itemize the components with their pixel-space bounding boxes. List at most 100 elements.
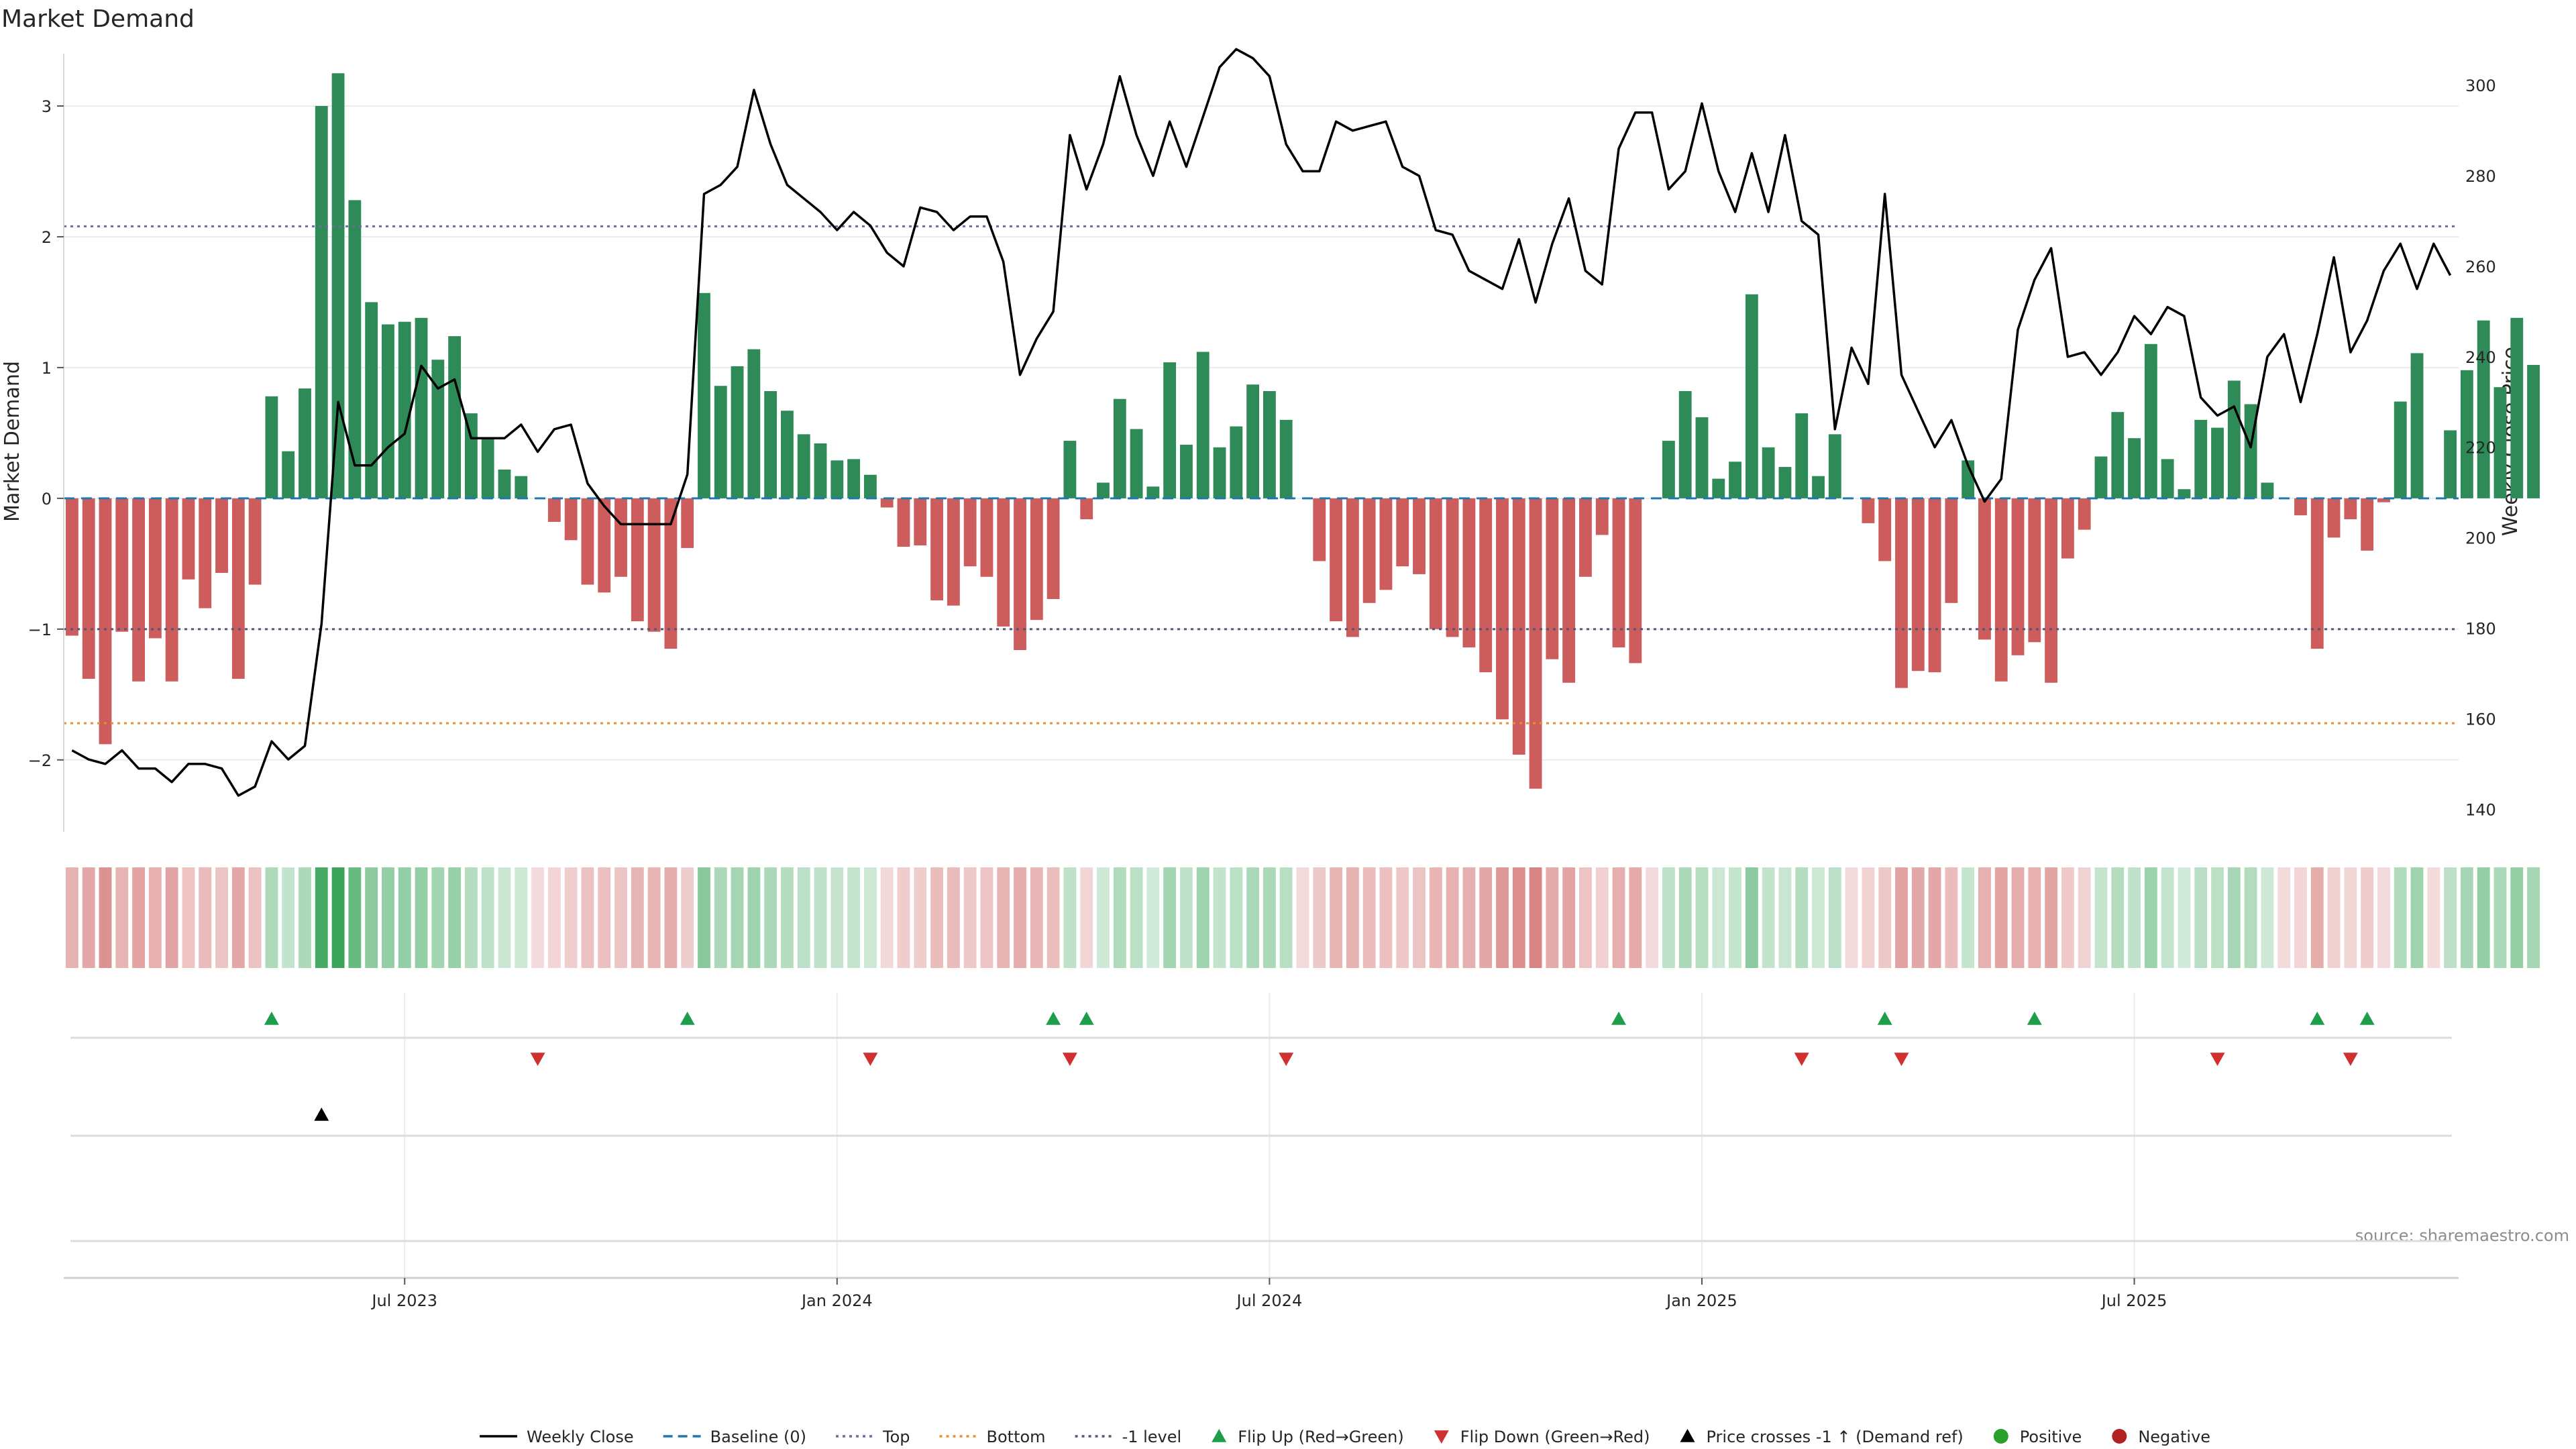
heat-cell <box>1180 867 1193 968</box>
demand-bar-positive <box>1163 362 1177 498</box>
heat-cell <box>165 867 178 968</box>
demand-bar-negative <box>1945 498 1958 603</box>
demand-bar-negative <box>1446 498 1459 637</box>
heat-cell <box>2144 867 2157 968</box>
y-left-tick-label: 3 <box>42 97 52 116</box>
legend-label: Weekly Close <box>527 1428 634 1446</box>
demand-bar-negative <box>1595 498 1609 535</box>
demand-bar-negative <box>930 498 943 600</box>
heat-cell <box>2244 867 2257 968</box>
demand-bar-positive <box>1828 434 1841 498</box>
demand-bar-positive <box>1712 478 1725 498</box>
heat-cell <box>498 867 511 968</box>
demand-bar-positive <box>764 390 777 498</box>
y-left-tick-label: 0 <box>42 490 52 508</box>
heat-cell <box>847 867 861 968</box>
heat-cell <box>348 867 362 968</box>
source-note: source: sharemaestro.com <box>2355 1226 2569 1245</box>
heat-cell <box>1612 867 1625 968</box>
heat-cell <box>231 867 245 968</box>
heat-cell <box>1629 867 1642 968</box>
demand-bar-positive <box>1678 390 1692 498</box>
heat-cell <box>997 867 1010 968</box>
y-right-tick-label: 180 <box>2465 620 2496 639</box>
heat-cell <box>1080 867 1093 968</box>
demand-bar-negative <box>82 498 95 679</box>
demand-bar-negative <box>2011 498 2025 655</box>
heat-cell <box>1595 867 1609 968</box>
heat-cell <box>2028 867 2041 968</box>
demand-bar-negative <box>1928 498 1941 673</box>
legend-item-negative: Negative <box>2112 1428 2210 1446</box>
heat-cell <box>415 867 428 968</box>
heat-cell <box>1313 867 1326 968</box>
demand-bar-positive <box>2211 427 2224 498</box>
demand-bar-negative <box>897 498 910 547</box>
demand-bar-negative <box>631 498 644 622</box>
legend-swatch-triangle-down-icon <box>1434 1430 1449 1444</box>
grid-layer <box>64 105 2459 1278</box>
flip-up-marker <box>1046 1012 1061 1025</box>
demand-bar-positive <box>1695 417 1709 498</box>
heat-cell <box>2327 867 2341 968</box>
flip-down-marker <box>863 1053 878 1066</box>
demand-bar-positive <box>2178 489 2191 498</box>
flip-down-marker <box>1279 1053 1294 1066</box>
demand-bar-negative <box>1346 498 1359 637</box>
demand-bar-negative <box>1911 498 1925 672</box>
heat-cell <box>1812 867 1825 968</box>
heat-cell <box>1795 867 1809 968</box>
demand-bar-negative <box>132 498 145 682</box>
heat-cell <box>814 867 827 968</box>
demand-bar-positive <box>2410 353 2424 498</box>
heat-cell <box>1097 867 1110 968</box>
x-tick-label: Jul 2025 <box>2100 1291 2167 1310</box>
heat-cell <box>1945 867 1958 968</box>
demand-bar-negative <box>1030 498 1043 621</box>
heat-cell <box>614 867 627 968</box>
heat-cell <box>265 867 278 968</box>
demand-bar-positive <box>464 413 478 498</box>
demand-bar-negative <box>664 498 678 649</box>
y-right-tick-label: 140 <box>2465 800 2496 819</box>
demand-bar-negative <box>2078 498 2091 530</box>
demand-bar-positive <box>382 324 394 498</box>
heat-cell <box>1678 867 1692 968</box>
heat-cell <box>1646 867 1659 968</box>
demand-bar-positive <box>714 386 727 498</box>
flip-up-marker <box>1611 1012 1627 1025</box>
heat-cell <box>1828 867 1841 968</box>
heat-cell <box>1014 867 1026 968</box>
heat-cell <box>1496 867 1509 968</box>
legend-label: Flip Up (Red→Green) <box>1238 1428 1404 1446</box>
heat-cell <box>1146 867 1160 968</box>
flip-up-marker <box>1877 1012 1892 1025</box>
heat-cell <box>2294 867 2307 968</box>
heat-cell <box>1928 867 1941 968</box>
legend-label: Top <box>882 1428 910 1446</box>
heat-cell <box>1296 867 1309 968</box>
heat-cell <box>1778 867 1792 968</box>
demand-bar-positive <box>398 321 411 498</box>
heat-cell <box>980 867 994 968</box>
demand-bar-negative <box>1612 498 1625 648</box>
heat-cell <box>2410 867 2424 968</box>
heat-cell <box>963 867 977 968</box>
flip-up-marker <box>1079 1012 1094 1025</box>
demand-bar-positive <box>2194 419 2208 498</box>
y-right-tick-label: 280 <box>2465 167 2496 186</box>
heat-cell <box>1379 867 1393 968</box>
demand-bar-positive <box>299 388 311 498</box>
heat-cell <box>1695 867 1709 968</box>
heat-cell <box>2277 867 2291 968</box>
demand-bar-negative <box>1046 498 1060 599</box>
heat-cell <box>2161 867 2174 968</box>
heat-cell <box>2361 867 2374 968</box>
heat-cell <box>2178 867 2191 968</box>
heat-cell <box>714 867 727 968</box>
demand-bar-positive <box>1812 476 1825 498</box>
demand-bar-positive <box>1063 441 1077 498</box>
demand-bar-negative <box>1313 498 1326 561</box>
heat-cell <box>448 867 462 968</box>
demand-bar-positive <box>781 411 794 498</box>
